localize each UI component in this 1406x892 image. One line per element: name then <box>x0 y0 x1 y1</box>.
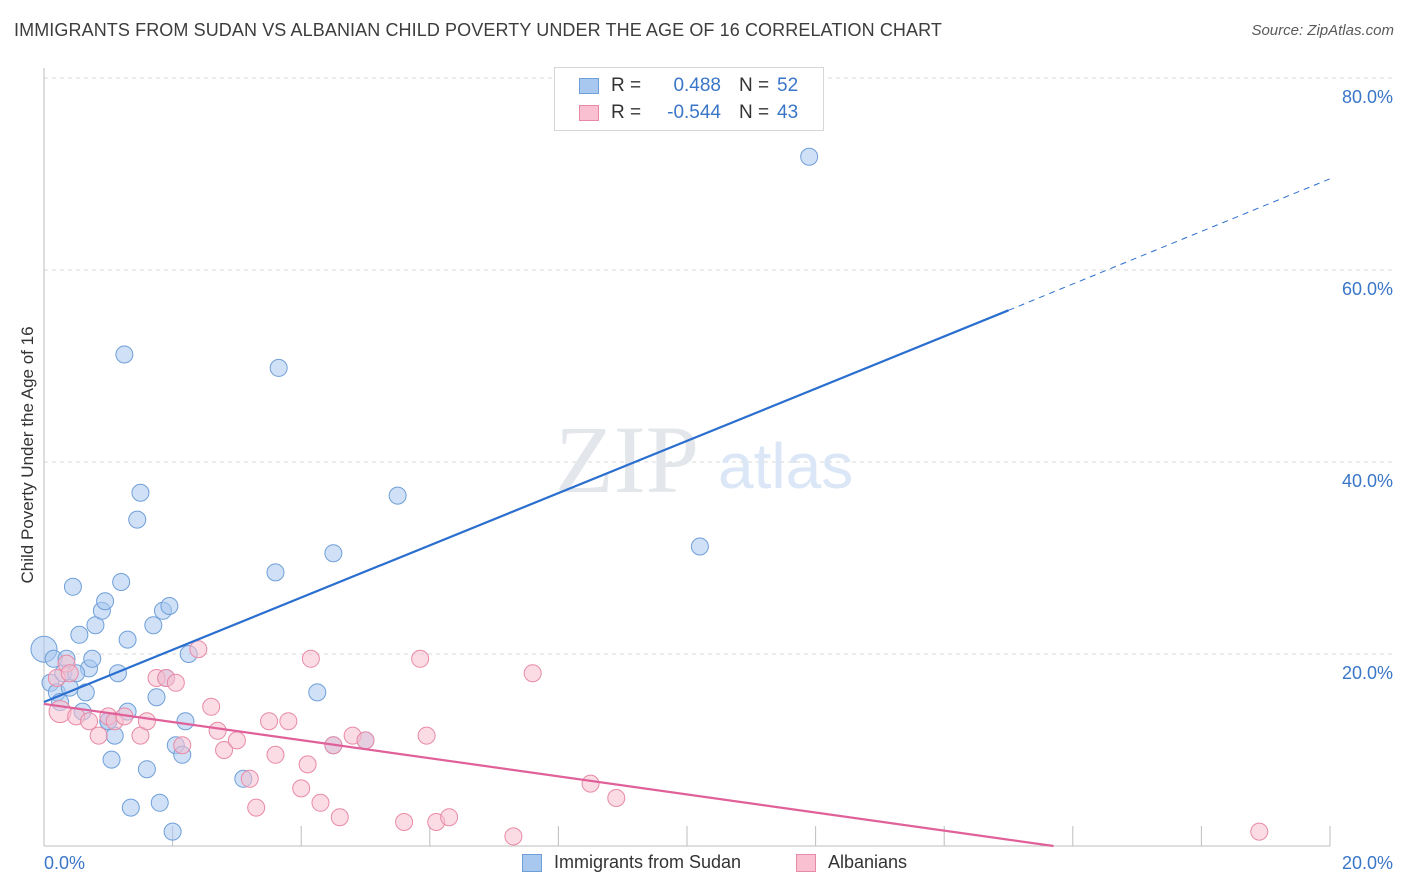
data-point-albanians <box>247 798 266 817</box>
series-albanians-points <box>47 640 1269 846</box>
data-point-albanians <box>89 726 108 745</box>
data-point-albanians <box>504 827 523 846</box>
data-point-albanians <box>260 712 279 731</box>
tick-labels: 20.0% 40.0% 60.0% 80.0% 0.0% 20.0% <box>44 87 1393 873</box>
data-point-sudan <box>70 625 89 644</box>
correlation-legend: R = 0.488 N = 52 R = -0.544 N = 43 <box>554 67 824 131</box>
legend-swatch-albanians <box>579 105 599 121</box>
bottom-legend-sudan: Immigrants from Sudan <box>522 852 741 873</box>
data-point-albanians <box>1250 822 1269 841</box>
legend-n-value: 43 <box>777 102 799 123</box>
data-point-sudan <box>121 798 140 817</box>
data-point-albanians <box>330 808 349 827</box>
trendline-sudan <box>43 309 1009 704</box>
axes <box>43 68 1331 847</box>
y-tick-label: 60.0% <box>1342 279 1393 299</box>
legend-n-label: N = <box>739 102 770 123</box>
data-point-sudan <box>144 616 163 635</box>
data-point-albanians <box>411 649 430 668</box>
data-point-sudan <box>163 822 182 841</box>
legend-r-label: R = <box>611 102 642 123</box>
chart-title: IMMIGRANTS FROM SUDAN VS ALBANIAN CHILD … <box>14 20 943 40</box>
data-point-sudan <box>118 630 137 649</box>
x-tick-label: 20.0% <box>1342 853 1393 873</box>
legend-row-albanians: R = -0.544 N = 43 <box>579 101 798 125</box>
data-point-albanians <box>60 664 79 683</box>
data-point-albanians <box>279 712 298 731</box>
legend-n-value: 52 <box>777 75 799 96</box>
trendline-albanians <box>43 702 1054 848</box>
data-point-sudan <box>128 510 147 529</box>
bottom-legend-label-sudan: Immigrants from Sudan <box>554 852 742 872</box>
data-point-sudan <box>102 750 121 769</box>
data-point-albanians <box>581 774 600 793</box>
gridlines <box>44 77 1392 655</box>
bottom-legend-swatch-albanians <box>796 853 816 872</box>
data-point-albanians <box>240 769 259 788</box>
data-point-albanians <box>266 745 285 764</box>
data-point-albanians <box>356 731 375 750</box>
data-point-albanians <box>80 712 99 731</box>
legend-r-label: R = <box>611 75 642 96</box>
data-point-sudan <box>150 793 169 812</box>
trendline-sudan-extension <box>1008 178 1331 311</box>
bottom-legend-label-albanians: Albanians <box>828 852 908 872</box>
data-point-albanians <box>607 789 626 807</box>
data-point-sudan <box>137 760 156 779</box>
data-point-albanians <box>311 793 330 812</box>
y-tick-label: 80.0% <box>1342 87 1393 107</box>
data-point-sudan <box>96 592 115 611</box>
data-point-albanians <box>227 731 246 750</box>
data-point-sudan <box>324 544 343 563</box>
data-point-sudan <box>308 683 327 702</box>
trendlines <box>43 178 1331 848</box>
data-point-albanians <box>417 726 436 745</box>
bottom-legend-swatch-sudan <box>522 853 542 872</box>
bottom-legend-albanians: Albanians <box>796 852 907 873</box>
data-point-albanians <box>173 736 192 755</box>
data-point-albanians <box>298 755 317 774</box>
data-point-albanians <box>189 640 208 659</box>
data-point-sudan <box>160 597 179 615</box>
data-point-sudan <box>388 486 407 505</box>
legend-r-value: -0.544 <box>667 102 721 123</box>
data-point-sudan <box>269 358 288 377</box>
data-point-albanians <box>292 779 311 798</box>
source-label: Source: ZipAtlas.com <box>1251 22 1394 39</box>
data-point-albanians <box>395 813 414 831</box>
legend-n-label: N = <box>739 75 770 96</box>
data-point-albanians <box>166 673 185 692</box>
legend-r-value: 0.488 <box>673 75 721 96</box>
data-point-sudan <box>690 537 709 556</box>
data-point-sudan <box>266 563 285 582</box>
data-point-sudan <box>147 688 166 707</box>
watermark-atlas: atlas <box>718 430 853 502</box>
data-point-sudan <box>176 712 195 731</box>
data-point-sudan <box>108 664 127 683</box>
y-tick-label: 20.0% <box>1342 663 1393 683</box>
y-tick-label: 40.0% <box>1342 471 1393 491</box>
data-point-albanians <box>440 808 459 827</box>
data-point-sudan <box>115 345 134 364</box>
watermark: ZIP atlas <box>555 406 853 513</box>
data-point-sudan <box>800 147 819 166</box>
data-point-sudan <box>112 573 131 591</box>
watermark-zip: ZIP <box>555 406 699 513</box>
data-point-albanians <box>137 712 156 731</box>
data-point-albanians <box>215 741 234 759</box>
data-point-albanians <box>523 664 542 683</box>
data-point-sudan <box>63 577 82 596</box>
data-point-albanians <box>208 721 227 740</box>
data-point-albanians <box>301 649 320 668</box>
legend-swatch-sudan <box>579 78 599 94</box>
legend-row-sudan: R = 0.488 N = 52 <box>579 74 798 98</box>
data-point-sudan <box>131 483 150 502</box>
data-point-sudan <box>83 649 102 668</box>
x-tick-label: 0.0% <box>44 853 85 873</box>
data-point-albanians <box>202 697 221 716</box>
